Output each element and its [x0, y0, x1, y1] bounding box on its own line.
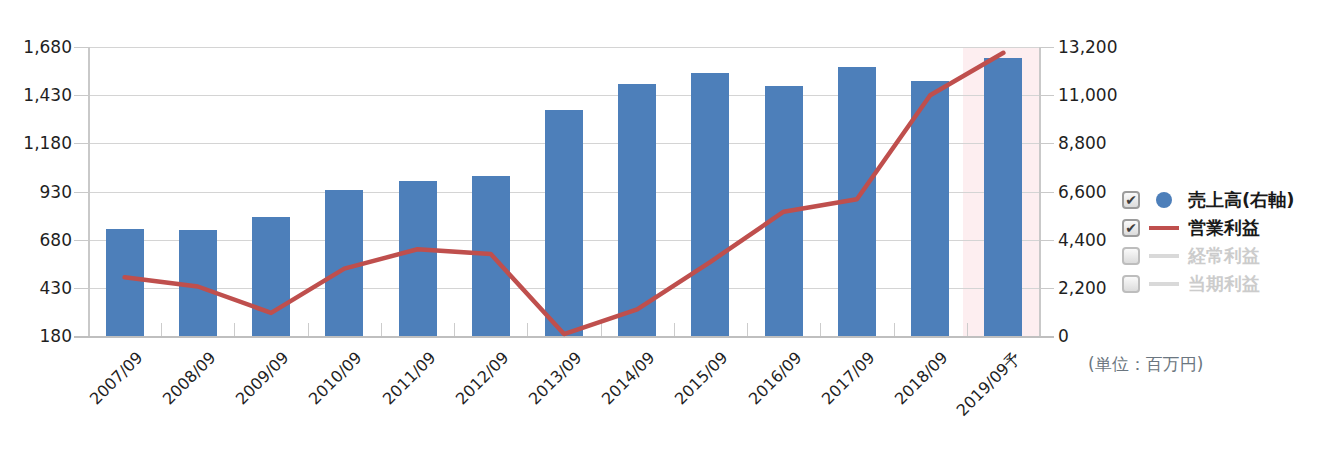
x-axis-tick: [747, 323, 748, 336]
right-axis-label: 8,800: [1058, 133, 1138, 153]
right-axis-label: 13,200: [1058, 37, 1138, 57]
gridline: [88, 95, 1040, 96]
bar-2010-09[interactable]: [325, 190, 363, 336]
x-axis-tick: [234, 323, 235, 336]
legend-label-net-profit: 当期利益: [1188, 272, 1260, 296]
bar-2013-09[interactable]: [545, 110, 583, 336]
left-axis-label: 1,680: [8, 37, 72, 57]
legend-label-sales-right-axis: 売上高(右軸): [1188, 188, 1294, 212]
x-axis-tick: [894, 323, 895, 336]
left-axis-label: 430: [8, 278, 72, 298]
unit-note: (単位：百万円): [1088, 353, 1203, 376]
gridline: [88, 47, 1040, 48]
right-axis-tick: [1040, 47, 1054, 48]
left-axis-tick: [74, 143, 88, 144]
x-axis-tick: [527, 323, 528, 336]
legend-checkbox-ordinary-profit[interactable]: [1122, 247, 1140, 265]
marker-shape: [1156, 192, 1172, 208]
bar-2012-09[interactable]: [472, 176, 510, 336]
left-axis-label: 1,430: [8, 85, 72, 105]
bar-2011-09[interactable]: [399, 181, 437, 336]
right-axis-tick: [1040, 240, 1054, 241]
legend-label-operating-profit: 営業利益: [1188, 216, 1260, 240]
legend-circle-marker-icon: [1149, 192, 1179, 208]
left-axis-label: 180: [8, 326, 72, 346]
legend-line-marker-icon: [1149, 226, 1179, 230]
left-axis-label: 1,180: [8, 133, 72, 153]
legend-item-sales-right-axis[interactable]: ✔売上高(右軸): [1122, 186, 1294, 214]
right-axis-tick: [1040, 192, 1054, 193]
right-axis-label: 4,400: [1058, 230, 1138, 250]
bar-2007-09[interactable]: [106, 229, 144, 336]
right-axis-label: 2,200: [1058, 278, 1138, 298]
left-axis-label: 930: [8, 182, 72, 202]
x-axis-tick: [820, 323, 821, 336]
marker-shape: [1149, 282, 1179, 286]
legend-item-net-profit[interactable]: 当期利益: [1122, 270, 1294, 298]
x-axis-tick: [381, 323, 382, 336]
left-axis-tick: [74, 47, 88, 48]
legend-item-operating-profit[interactable]: ✔営業利益: [1122, 214, 1294, 242]
right-axis-label: 11,000: [1058, 85, 1138, 105]
financial-results-chart: 1,680 1,430 1,180 930 680 430 180 13,200 11,000 8…: [0, 0, 1335, 460]
left-axis-tick: [74, 95, 88, 96]
left-axis-label: 680: [8, 230, 72, 250]
bar-2018-09[interactable]: [911, 81, 949, 336]
right-axis-label: 0: [1058, 326, 1138, 346]
bar-2014-09[interactable]: [618, 84, 656, 336]
left-axis-tick: [74, 240, 88, 241]
bar-2008-09[interactable]: [179, 230, 217, 336]
right-axis-line: [1039, 47, 1041, 336]
bar-2017-09[interactable]: [838, 67, 876, 336]
right-axis-label: 6,600: [1058, 182, 1138, 202]
right-axis-tick: [1040, 143, 1054, 144]
chart-legend: ✔売上高(右軸)✔営業利益経常利益当期利益: [1122, 186, 1294, 298]
legend-line-marker-icon: [1149, 254, 1179, 258]
left-axis-tick: [74, 192, 88, 193]
legend-line-marker-icon: [1149, 282, 1179, 286]
left-axis-tick: [74, 288, 88, 289]
right-axis-tick: [1040, 95, 1054, 96]
bar-2015-09[interactable]: [691, 73, 729, 336]
marker-shape: [1149, 226, 1179, 230]
x-axis-tick: [308, 323, 309, 336]
right-axis-tick: [1040, 288, 1054, 289]
legend-label-ordinary-profit: 経常利益: [1188, 244, 1260, 268]
x-axis-tick: [674, 323, 675, 336]
bar-2009-09[interactable]: [252, 217, 290, 336]
x-axis-line: [74, 336, 1054, 338]
legend-item-ordinary-profit[interactable]: 経常利益: [1122, 242, 1294, 270]
x-axis-tick: [161, 323, 162, 336]
bar-2019-09予[interactable]: [984, 58, 1022, 336]
x-axis-tick: [967, 323, 968, 336]
x-axis-tick: [601, 323, 602, 336]
left-axis-line: [88, 47, 90, 336]
x-axis-tick: [454, 323, 455, 336]
bar-2016-09[interactable]: [765, 86, 803, 336]
marker-shape: [1149, 254, 1179, 258]
